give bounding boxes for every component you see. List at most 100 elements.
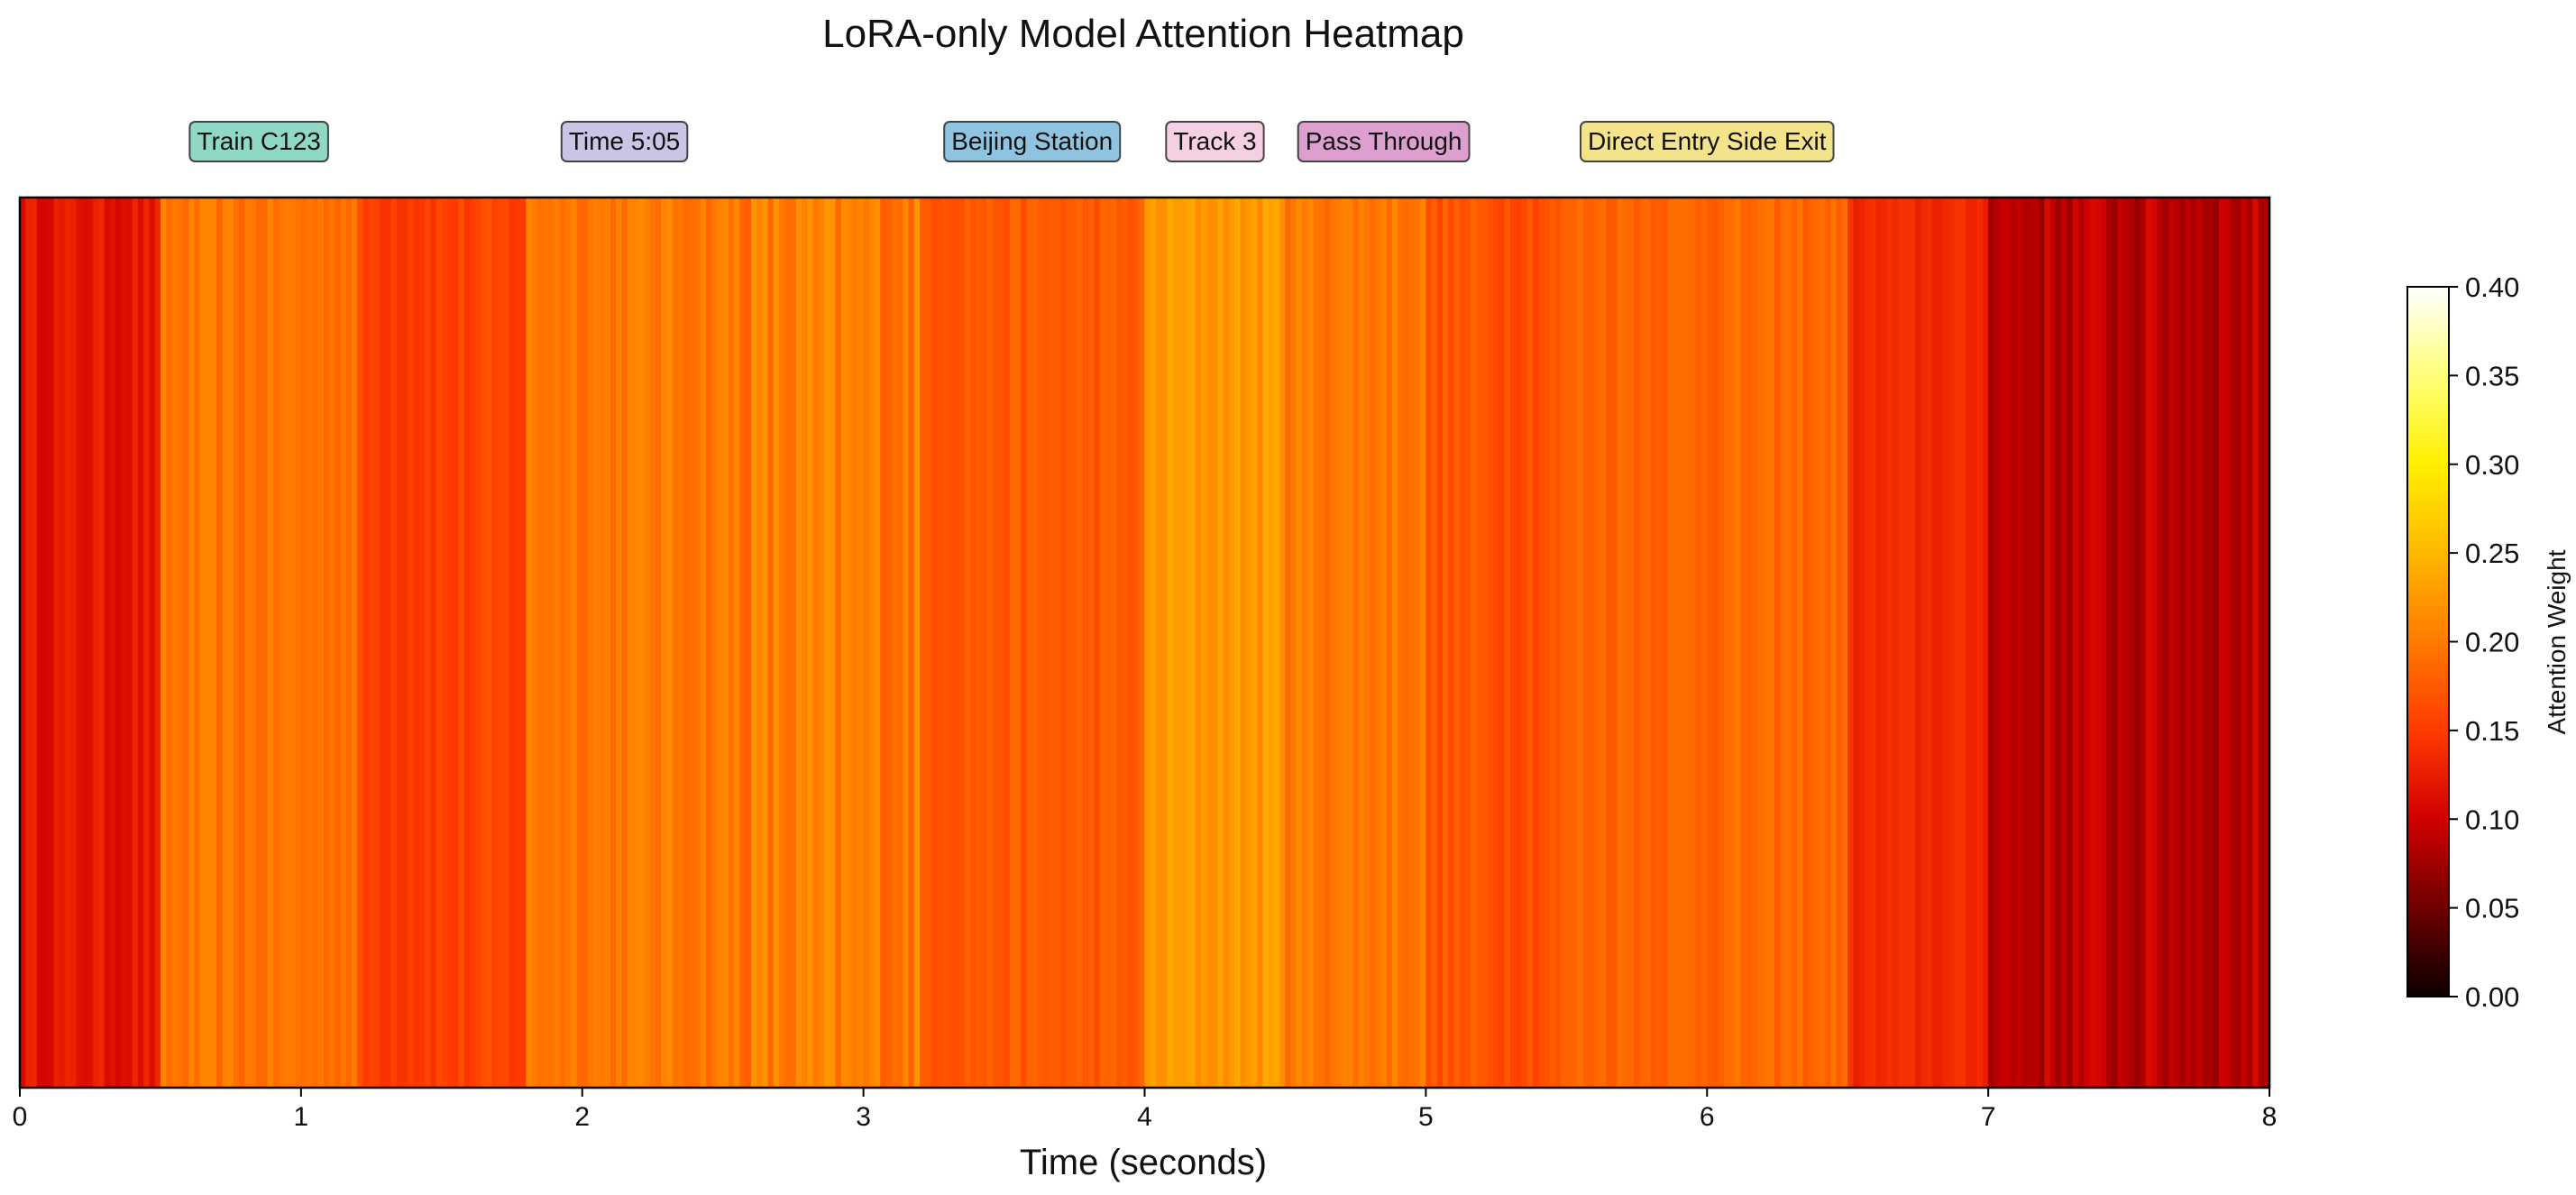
x-tick-label: 8 <box>2262 1102 2278 1132</box>
heatmap-cell <box>1279 198 1287 1088</box>
heatmap-cell <box>2134 198 2141 1088</box>
heatmap-cell <box>1465 198 1471 1088</box>
heatmap-cell <box>408 198 415 1088</box>
heatmap-cell <box>390 198 398 1088</box>
heatmap-cell <box>239 198 246 1088</box>
heatmap-cell <box>453 198 460 1088</box>
annotation-text: Time 5:05 <box>569 127 680 155</box>
heatmap-cell <box>632 198 639 1088</box>
heatmap-cell <box>1589 198 1596 1088</box>
heatmap-cell <box>447 198 454 1088</box>
heatmap-cell <box>1718 198 1725 1088</box>
heatmap-cell <box>211 198 217 1088</box>
heatmap-cell <box>1234 198 1242 1088</box>
heatmap-cell <box>1959 198 1966 1088</box>
heatmap-cell <box>284 198 290 1088</box>
heatmap-cell <box>2179 198 2186 1088</box>
heatmap-cell <box>1178 198 1185 1088</box>
heatmap-cell <box>2072 198 2079 1088</box>
heatmap-cell <box>1403 198 1410 1088</box>
heatmap-cell <box>790 198 797 1088</box>
heatmap-cell <box>2235 198 2242 1088</box>
heatmap-cell <box>1122 198 1129 1088</box>
heatmap-cell <box>1476 198 1483 1088</box>
heatmap-cell <box>289 198 297 1088</box>
heatmap-cell <box>1662 198 1669 1088</box>
heatmap-cell <box>610 198 617 1088</box>
heatmap-cell <box>1656 198 1663 1088</box>
heatmap-cell <box>1200 198 1207 1088</box>
heatmap-cell <box>1774 198 1781 1088</box>
heatmap-cell <box>418 198 426 1088</box>
heatmap-cell <box>441 198 448 1088</box>
heatmap-cell <box>756 198 763 1088</box>
heatmap-cell <box>863 198 870 1088</box>
heatmap-cell <box>1667 198 1674 1088</box>
heatmap-cell <box>1954 198 1961 1088</box>
heatmap-cell <box>1825 198 1832 1088</box>
heatmap-cell <box>1358 198 1365 1088</box>
heatmap-cell <box>981 198 988 1088</box>
heatmap-cell <box>627 198 634 1088</box>
heatmap-cell <box>1926 198 1933 1088</box>
heatmap-cell <box>64 198 71 1088</box>
heatmap-cell <box>137 198 144 1088</box>
heatmap-cell <box>649 198 656 1088</box>
heatmap-cell <box>948 198 955 1088</box>
heatmap-cell <box>188 198 195 1088</box>
heatmap-cell <box>278 198 285 1088</box>
heatmap-cell <box>1921 198 1928 1088</box>
heatmap-cell <box>149 198 156 1088</box>
heatmap-strips <box>20 198 2270 1088</box>
heatmap-cell <box>638 198 645 1088</box>
heatmap-cell <box>1391 198 1398 1088</box>
heatmap-cell <box>98 198 105 1088</box>
heatmap-cell <box>1094 198 1101 1088</box>
heatmap-cell <box>2033 198 2040 1088</box>
heatmap-cell <box>536 198 544 1088</box>
heatmap-cell <box>1566 198 1573 1088</box>
heatmap-cell <box>1414 198 1421 1088</box>
heatmap-cell <box>1881 198 1888 1088</box>
heatmap-cell <box>171 198 179 1088</box>
heatmap-cell <box>1453 198 1461 1088</box>
heatmap-cell <box>1948 198 1956 1088</box>
heatmap-cell <box>177 198 184 1088</box>
x-tick-label: 1 <box>294 1102 309 1132</box>
heatmap-cell <box>1768 198 1775 1088</box>
heatmap-cell <box>498 198 505 1088</box>
heatmap-cell <box>1363 198 1371 1088</box>
heatmap-cell <box>1262 198 1270 1088</box>
heatmap-cell <box>2106 198 2113 1088</box>
heatmap-cell <box>868 198 875 1088</box>
annotation-box <box>1580 121 1835 162</box>
heatmap-cell <box>526 198 533 1088</box>
heatmap-cell <box>1296 198 1303 1088</box>
heatmap-cell <box>807 198 814 1088</box>
heatmap-cell <box>559 198 566 1088</box>
heatmap-cell <box>1071 198 1078 1088</box>
heatmap-cell <box>734 198 740 1088</box>
heatmap-cell <box>335 198 342 1088</box>
heatmap-cell <box>621 198 628 1088</box>
heatmap-cell <box>1380 198 1388 1088</box>
heatmap-cell <box>1679 198 1685 1088</box>
heatmap-cell <box>1347 198 1353 1088</box>
annotation-text: Beijing Station <box>951 127 1113 155</box>
annotation-label: Direct Entry Side Exit <box>1580 121 1835 162</box>
heatmap-cell <box>784 198 792 1088</box>
heatmap-cell <box>126 198 133 1088</box>
heatmap-cell <box>1740 198 1747 1088</box>
annotation-box <box>188 121 329 162</box>
heatmap-cell <box>1167 198 1174 1088</box>
colorbar-tick-label: 0.15 <box>2465 715 2519 747</box>
heatmap-cell <box>823 198 830 1088</box>
heatmap-cell <box>1375 198 1382 1088</box>
heatmap-cell <box>1707 198 1714 1088</box>
heatmap-cell <box>1443 198 1449 1088</box>
heatmap-cell <box>1898 198 1905 1088</box>
heatmap-cell <box>115 198 122 1088</box>
heatmap-cell <box>1982 198 1989 1088</box>
heatmap-cell <box>1111 198 1117 1088</box>
heatmap-cell <box>2157 198 2164 1088</box>
